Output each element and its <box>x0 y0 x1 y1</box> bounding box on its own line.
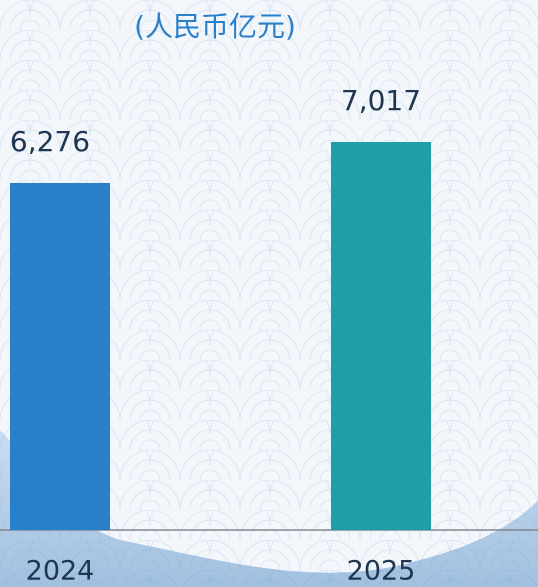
value-label: 7,017 <box>341 84 421 117</box>
value-label: 6,276 <box>10 125 90 158</box>
bar <box>10 182 110 530</box>
x-tick-label: 2025 <box>347 556 416 587</box>
chart-subtitle: (人民币亿元) <box>134 10 296 43</box>
x-tick-label: 2024 <box>26 556 95 587</box>
wave-decoration <box>0 430 538 587</box>
bar <box>331 142 431 530</box>
